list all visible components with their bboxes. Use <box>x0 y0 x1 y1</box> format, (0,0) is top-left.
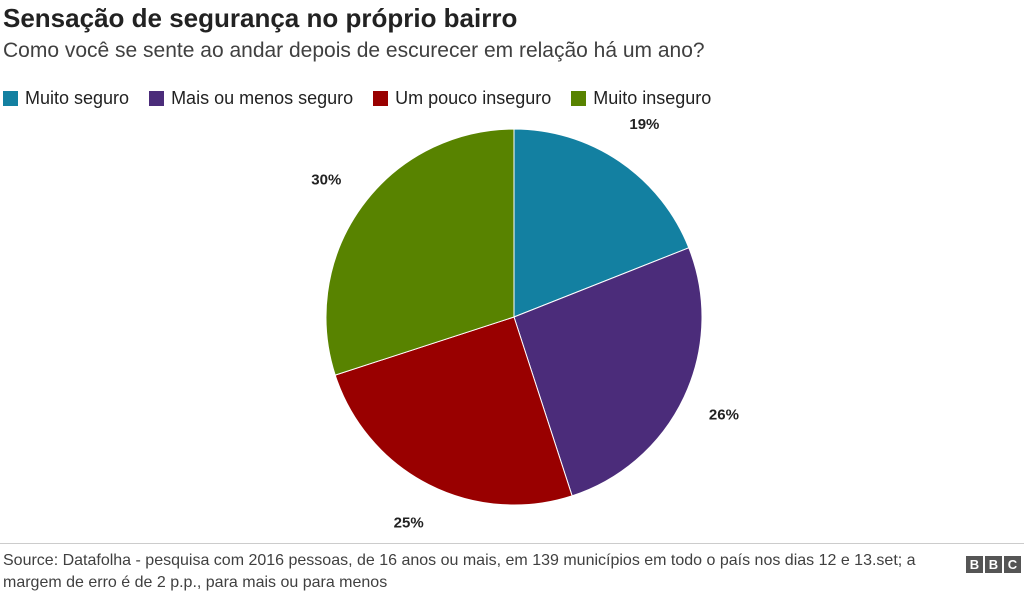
pie-slice-um-pouco-inseguro <box>334 316 573 506</box>
chart-title: Sensação de segurança no próprio bairro <box>3 3 518 33</box>
legend-swatch <box>373 90 389 106</box>
source-note: Source: Datafolha - pesquisa com 2016 pe… <box>3 552 916 591</box>
slice-value-label: 26% <box>709 407 739 424</box>
legend-swatch <box>149 90 165 106</box>
legend-label: Mais ou menos seguro <box>171 87 354 108</box>
legend-label: Muito seguro <box>25 87 130 108</box>
bbc-logo: B B C <box>964 556 1021 573</box>
footer-divider <box>0 543 1024 544</box>
bbc-logo-letter: B <box>985 556 1002 573</box>
slice-value-label: 30% <box>311 172 341 189</box>
legend-item-um-pouco-inseguro: Um pouco inseguro <box>373 88 551 109</box>
pie-slice-muito-inseguro <box>325 128 515 376</box>
legend-label: Muito inseguro <box>593 87 712 108</box>
slice-value-label: 19% <box>629 116 659 133</box>
legend-item-muito-inseguro: Muito inseguro <box>571 88 711 109</box>
pie-slice-mais-ou-menos-seguro <box>513 247 703 497</box>
chart-subtitle: Como você se sente ao andar depois de es… <box>3 39 705 62</box>
slice-value-label: 25% <box>394 515 424 532</box>
legend-swatch <box>571 90 587 106</box>
legend: Muito seguro Mais ou menos seguro Um pou… <box>3 86 731 110</box>
bbc-logo-letter: C <box>1004 556 1021 573</box>
legend-label: Um pouco inseguro <box>395 87 552 108</box>
legend-swatch <box>3 90 18 106</box>
pie-slice-muito-seguro <box>513 128 690 318</box>
legend-item-muito-seguro: Muito seguro <box>3 88 129 109</box>
legend-item-mais-ou-menos-seguro: Mais ou menos seguro <box>149 88 353 109</box>
bbc-logo-letter: B <box>966 556 983 573</box>
